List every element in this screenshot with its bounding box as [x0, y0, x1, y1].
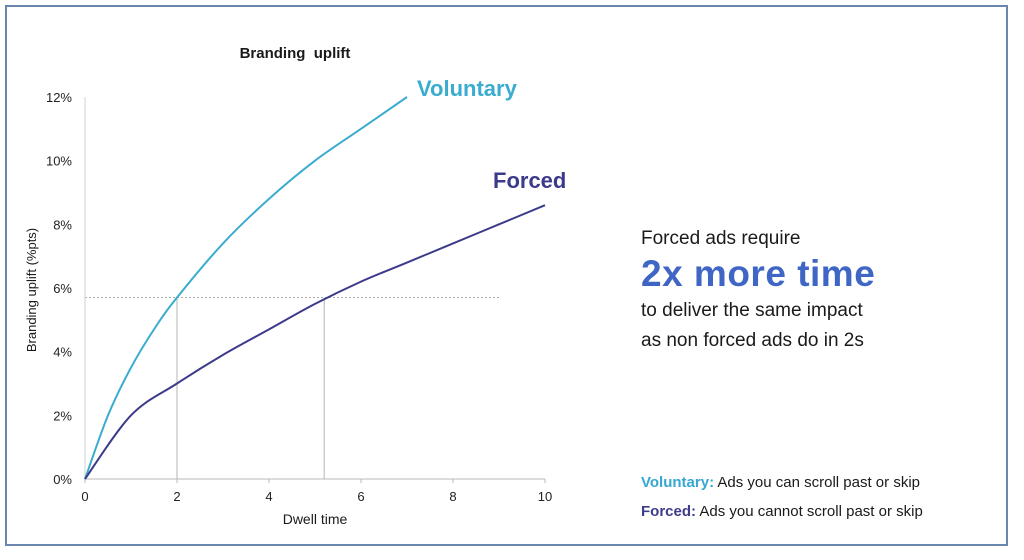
definition-voluntary-term: Voluntary:	[641, 474, 715, 491]
chart-title: Branding uplift	[240, 45, 351, 62]
y-axis-label: Branding uplift (%pts)	[24, 228, 39, 352]
x-tick-label: 0	[81, 489, 88, 504]
message-emphasis: 2x more time	[641, 253, 876, 294]
definition-voluntary: Voluntary: Ads you can scroll past or sk…	[641, 474, 920, 491]
message-line-1: Forced ads require	[641, 228, 801, 249]
definition-forced: Forced: Ads you cannot scroll past or sk…	[641, 503, 923, 520]
series-label-forced: Forced	[493, 168, 566, 193]
y-tick-label: 10%	[46, 154, 72, 169]
x-tick-label: 4	[265, 489, 272, 504]
y-tick-label: 12%	[46, 90, 72, 105]
message-line-3: to deliver the same impact	[641, 300, 863, 321]
x-tick-label: 2	[173, 489, 180, 504]
x-tick-label: 8	[449, 489, 456, 504]
y-tick-label: 8%	[53, 217, 72, 232]
message-line-4: as non forced ads do in 2s	[641, 330, 864, 351]
y-tick-label: 2%	[53, 408, 72, 423]
series-line-voluntary	[84, 96, 408, 480]
definition-forced-text: Ads you cannot scroll past or skip	[696, 503, 923, 520]
series-label-voluntary: Voluntary	[417, 76, 518, 101]
definition-voluntary-text: Ads you can scroll past or skip	[714, 474, 920, 491]
y-tick-label: 4%	[53, 345, 72, 360]
x-tick-label: 6	[357, 489, 364, 504]
slide-frame	[5, 5, 1008, 546]
x-tick-label: 10	[538, 489, 552, 504]
definition-forced-term: Forced:	[641, 503, 697, 520]
x-axis-label: Dwell time	[283, 511, 348, 527]
y-tick-label: 6%	[53, 281, 72, 296]
y-tick-label: 0%	[53, 472, 72, 487]
series-line-forced	[84, 204, 546, 480]
